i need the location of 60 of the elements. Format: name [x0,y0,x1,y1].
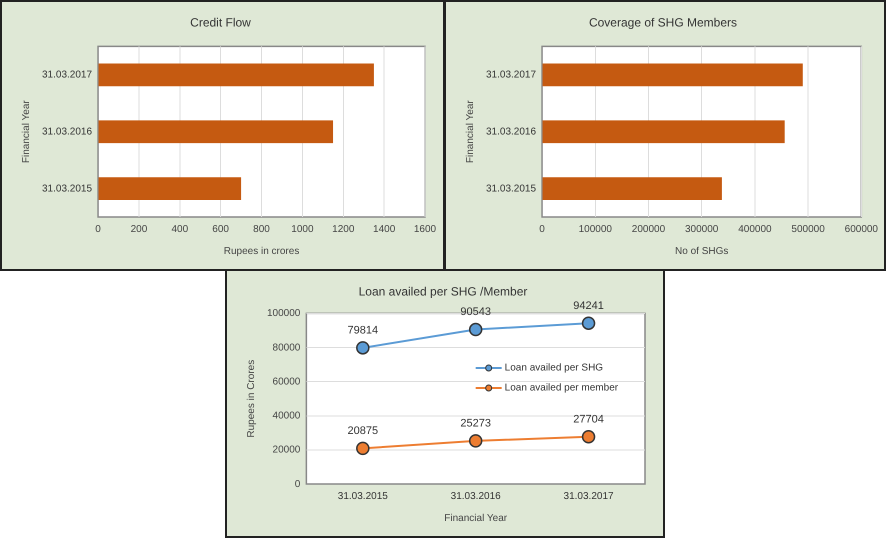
y-tick-label: 31.03.2017 [42,70,92,81]
point [582,430,596,444]
point [356,341,370,355]
y-axis-title: Financial Year [20,100,32,164]
y-tick-label: 40000 [272,410,301,422]
bar [98,177,242,200]
y-tick-label: 80000 [272,342,301,354]
bar [542,177,722,200]
point [582,316,596,330]
data-label: 90543 [460,306,491,318]
x-tick-label: 200 [130,224,148,235]
x-tick-label: 31.03.2017 [564,490,614,502]
bar [98,120,334,144]
x-tick-label: 500000 [791,224,826,235]
x-tick-label: 0 [539,224,546,235]
bar [542,120,785,144]
y-tick-label: 0 [294,478,301,490]
x-axis-title: Financial Year [444,512,508,524]
point [468,434,482,448]
x-tick-label: 1200 [332,224,355,235]
x-tick-label: 200000 [632,224,666,235]
x-tick-label: 800 [253,224,270,235]
y-tick-label: 20000 [272,444,301,456]
legend-label: Loan availed per member [504,382,619,394]
data-label: 27704 [573,413,604,426]
bar [98,63,374,86]
x-tick-label: 100000 [578,224,612,235]
y-axis-title: Financial Year [464,100,476,164]
bar [542,63,803,86]
x-axis-title: Rupees in crores [224,246,300,257]
data-label: 79814 [348,324,378,336]
x-tick-label: 1600 [414,224,437,235]
x-tick-label: 31.03.2016 [450,490,502,502]
x-tick-label: 31.03.2015 [338,490,388,502]
y-tick-label: 31.03.2015 [486,183,536,194]
x-tick-label: 0 [95,224,102,235]
data-label: 20875 [348,424,378,437]
y-tick-label: 31.03.2015 [42,183,92,194]
point [356,442,370,456]
y-tick-label: 31.03.2016 [42,126,92,138]
x-tick-label: 400 [171,224,189,235]
data-label: 94241 [573,300,604,312]
chart-title: Coverage of SHG Members [588,16,738,30]
point [468,322,482,336]
y-tick-label: 100000 [266,308,301,320]
x-tick-label: 1000 [291,224,314,235]
x-tick-label: 300000 [684,224,719,235]
x-tick-label: 1400 [373,224,396,235]
chart-title: Credit Flow [190,16,252,30]
y-tick-label: 60000 [272,376,301,388]
chart-title: Loan availed per SHG /Member [358,284,528,299]
x-axis-title: No of SHGs [675,246,728,257]
y-tick-label: 31.03.2017 [486,70,536,81]
y-axis-title: Rupees in Crores [246,360,257,438]
y-tick-label: 31.03.2016 [486,126,536,138]
x-tick-label: 600 [212,224,230,235]
x-tick-label: 400000 [738,224,772,235]
legend-label: Loan availed per SHG [504,362,604,374]
data-label: 25273 [460,417,491,430]
x-tick-label: 600000 [844,224,878,235]
